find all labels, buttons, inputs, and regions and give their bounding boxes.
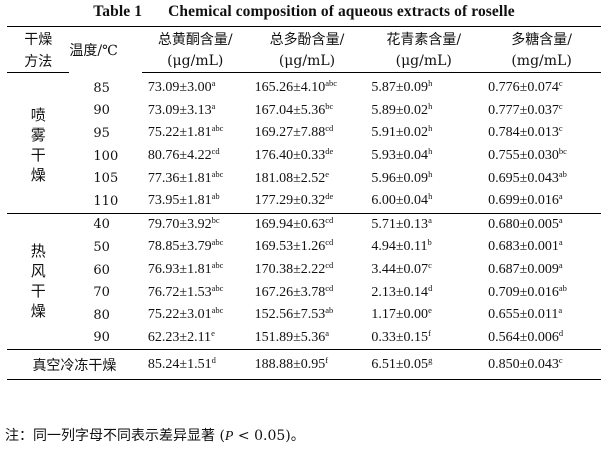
cell-value: 0.683±0.001a [488,237,563,255]
table-row: 90 73.09±3.13a 167.04±5.36bc 5.89±0.02h 0.77… [7,100,601,123]
cell-value: 2.13±0.14d [371,282,433,300]
cell-value: 0.755±0.030bc [488,146,567,164]
cell-value: 5.89±0.02h [371,100,433,118]
temperature-cell: 70 [93,285,110,301]
cell-value: 152.56±7.53ab [254,305,334,323]
table-row: 95 75.22±1.81abc 169.27±7.88cd 5.91±0.02h 0.… [7,122,601,145]
drying-method-label: 热风干燥 [7,212,70,350]
temperature-cell: 90 [93,103,110,119]
temperature-cell: 100 [93,148,119,164]
cell-value: 169.94±0.63cd [248,212,366,237]
temperature-cell: 50 [93,239,110,255]
cell-value: 0.699±0.016a [488,191,563,209]
composition-table: 干燥 温度/℃ 总黄酮含量/ 总多酚含量/ 花青素含量/ 多糖含量/ 方法 (μ… [7,26,601,381]
header-polyphenol: 总多酚含量/ [269,31,345,48]
table-number: Table 1 [93,3,143,20]
temperature-cell: 105 [93,171,119,187]
cell-value: 5.71±0.13a [365,212,483,237]
cell-value: 0.850±0.043c [482,349,601,381]
header-flavonoid: 总黄酮含量/ [157,31,233,48]
method-freeze-drying: 真空冷冻干燥 [7,349,142,381]
cell-value: 6.00±0.04h [371,191,433,209]
hot-air-drying-group: 热风干燥 40 79.70±3.92bc 169.94±0.63cd 5.71±0.13… [7,212,601,350]
freeze-drying-group: 真空冷冻干燥 85.24±1.51d 188.88±0.95f 6.51±0.0… [7,349,601,381]
cell-value: 177.29±0.32de [254,191,334,209]
header-polysaccharide-unit: (mg/mL) [482,50,601,73]
cell-value: 167.26±3.78cd [254,282,334,300]
cell-value: 169.53±1.26cd [254,237,334,255]
table-row: 110 73.95±1.81ab 177.29±0.32de 6.00±0.04h 0.… [7,190,601,213]
header-anthocyanin-unit: (μg/mL) [365,50,483,73]
spray-drying-group: 喷雾干燥 85 73.09±3.00a 165.26±4.10abc 5.87±0.09… [7,73,601,214]
cell-value: 165.26±4.10abc [254,78,338,96]
table-row: 喷雾干燥 85 73.09±3.00a 165.26±4.10abc 5.87±0.09… [7,73,601,184]
cell-value: 151.89±5.36a [254,327,330,345]
cell-value: 80.76±4.22cd [147,146,220,164]
cell-value: 0.776±0.074c [488,78,563,96]
temperature-cell: 95 [93,125,110,141]
cell-value: 76.72±1.53abc [147,282,224,300]
table-row: 90 62.23±2.11e 151.89±5.36a 0.33±0.15f 0.564… [7,327,601,350]
drying-method-label: 喷雾干燥 [30,105,46,184]
table-row: 80 75.22±3.01abc 152.56±7.53ab 1.17±0.00e 0.… [7,304,601,327]
table-row: 105 77.36±1.81abc 181.08±2.52e 5.96±0.09h 0.… [7,167,601,190]
header-anthocyanin: 花青素含量/ [386,31,462,48]
cell-value: 75.22±1.81abc [147,123,224,141]
header-flavonoid-unit: (μg/mL) [141,50,249,73]
cell-value: 5.91±0.02h [371,123,433,141]
cell-value: 79.70±3.92bc [141,212,249,237]
temperature-cell: 85 [93,80,110,96]
cell-value: 0.784±0.013c [488,123,563,141]
cell-value: 0.687±0.009a [488,260,563,278]
header-polyphenol-unit: (μg/mL) [248,50,366,73]
temperature-cell: 80 [93,307,110,323]
cell-value: 6.51±0.05g [365,349,483,381]
cell-value: 0.33±0.15f [371,327,431,345]
cell-value: 76.93±1.81abc [147,260,224,278]
cell-value: 176.40±0.33de [254,146,334,164]
cell-value: 73.95±1.81ab [147,191,220,209]
cell-value: 5.93±0.04h [371,146,433,164]
cell-value: 0.777±0.037c [488,100,563,118]
table-row: 真空冷冻干燥 85.24±1.51d 188.88±0.95f 6.51±0.0… [7,349,601,381]
table-row: 50 78.85±3.79abc 169.53±1.26cd 4.94±0.11b 0.… [7,236,601,259]
temperature-cell: 110 [93,193,119,209]
table-row: 70 76.72±1.53abc 167.26±3.78cd 2.13±0.14d 0.… [7,281,601,304]
cell-value: 73.09±3.13a [147,100,216,118]
cell-value: 170.38±2.22cd [254,260,334,278]
cell-value: 4.94±0.11b [371,237,432,255]
cell-value: 0.709±0.016ab [488,282,567,300]
header-polysaccharide: 多糖含量/ [511,31,572,48]
cell-value: 85.24±1.51d [141,349,249,381]
table-row: 100 80.76±4.22cd 176.40±0.33de 5.93±0.04h 0.… [7,145,601,168]
cell-value: 73.09±3.00a [147,78,216,96]
cell-value: 3.44±0.07c [371,260,432,278]
cell-value: 62.23±2.11e [147,327,215,345]
cell-value: 0.695±0.043ab [488,168,567,186]
header-method: 干燥 [24,31,53,48]
temperature-cell: 60 [93,262,110,278]
cell-value: 5.96±0.09h [371,168,433,186]
cell-value: 0.655±0.011a [488,305,563,323]
temperature-cell: 90 [93,330,110,346]
table-caption: Table 1 Chemical composition of aqueous e… [0,3,608,21]
cell-value: 5.87±0.09h [371,78,433,96]
cell-value: 188.88±0.95f [248,349,366,381]
cell-value: 77.36±1.81abc [147,168,224,186]
cell-value: 169.27±7.88cd [254,123,334,141]
temperature-cell: 40 [69,212,142,237]
cell-value: 0.564±0.006d [488,327,564,345]
cell-value: 1.17±0.00e [371,305,432,323]
cell-value: 75.22±3.01abc [147,305,224,323]
cell-value: 181.08±2.52e [254,168,330,186]
table-row: 60 76.93±1.81abc 170.38±2.22cd 3.44±0.07c 0.… [7,259,601,282]
cell-value: 0.680±0.005a [482,212,601,237]
header-temperature: 温度/℃ [69,42,118,59]
table-row: 热风干燥 40 79.70±3.92bc 169.94±0.63cd 5.71±0.13… [7,212,601,350]
header-method-line2: 方法 [7,50,70,73]
table-title: Chemical composition of aqueous extracts… [168,3,515,20]
cell-value: 167.04±5.36bc [254,100,334,118]
cell-value: 78.85±3.79abc [147,237,224,255]
table-footnote: 注：同一列字母不同表示差异显著 (P < 0.05)。 [5,428,305,444]
